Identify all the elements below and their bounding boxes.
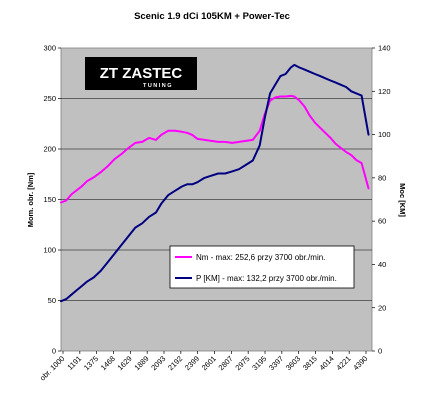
x-tick-label: 1375 [82, 354, 100, 372]
x-tick-label: 3195 [250, 354, 268, 372]
y-left-tick-label: 150 [43, 195, 56, 204]
logo-text: ZT ZASTEC [100, 65, 183, 82]
y-left-tick-label: 200 [43, 145, 56, 154]
zastec-logo: ZT ZASTEC TUNING [85, 57, 197, 90]
x-tick-label: obr. 1000 [38, 354, 66, 382]
x-tick-label: 4221 [334, 354, 352, 372]
series-line-torque [60, 94, 370, 204]
legend-label-nm: Nm - max: 252,6 przy 3700 obr./min. [196, 253, 325, 262]
x-tick-label: 1468 [99, 354, 117, 372]
x-tick-label: 1889 [132, 354, 150, 372]
chart-title: Scenic 1.9 dCi 105KM + Power-Tec [134, 11, 290, 22]
y-right-axis-label: Moc [KM] [398, 183, 407, 217]
legend-label-power: P [KM] - max: 132,2 przy 3700 obr./min. [196, 274, 337, 283]
x-tick-label: 3603 [284, 354, 302, 372]
y-right-tick-label: 20 [378, 303, 386, 312]
y-left-tick-label: 250 [43, 94, 56, 103]
x-tick-label: 3815 [301, 354, 319, 372]
y-left-tick-label: 50 [48, 296, 56, 305]
x-tick-label: 3397 [267, 354, 285, 372]
x-axis: obr. 1000 1191137514681629188920932192239… [38, 351, 369, 383]
right-axis: 0 20 40 60 80 100 120 140 [372, 44, 391, 356]
x-tick-label: 4014 [318, 354, 336, 372]
y-left-tick-label: 100 [43, 246, 56, 255]
left-axis: 0 50 100 150 200 250 300 [43, 44, 61, 356]
y-right-tick-label: 140 [378, 44, 391, 53]
y-left-tick-label: 0 [52, 347, 56, 356]
series-group [60, 63, 370, 303]
series-line-power [60, 63, 370, 303]
y-right-tick-label: 60 [378, 217, 386, 226]
x-tick-label: 1629 [116, 354, 134, 372]
x-tick-label: 2601 [200, 354, 218, 372]
y-right-tick-label: 100 [378, 130, 391, 139]
x-tick-label: 2399 [183, 354, 201, 372]
x-tick-label: 2807 [217, 354, 235, 372]
y-right-tick-label: 120 [378, 87, 391, 96]
legend: Nm - max: 252,6 przy 3700 obr./min. P [K… [169, 245, 355, 289]
y-right-tick-label: 0 [378, 347, 382, 356]
y-left-tick-label: 300 [43, 44, 56, 53]
x-tick-label: 2975 [233, 354, 251, 372]
y-right-tick-label: 40 [378, 260, 386, 269]
y-right-tick-label: 80 [378, 173, 386, 182]
x-tick-label: 2093 [149, 354, 167, 372]
x-tick-label: 2192 [166, 354, 184, 372]
x-tick-label: 4390 [351, 354, 369, 372]
x-tick-label: 1191 [65, 354, 83, 372]
y-left-axis-label: Mom. obr. [Nm] [26, 172, 35, 227]
logo-subtext: TUNING [143, 83, 173, 89]
